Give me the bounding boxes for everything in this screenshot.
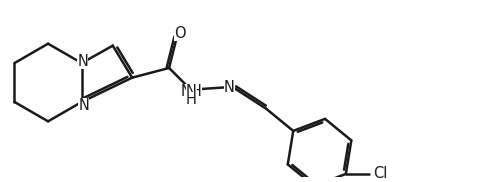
Text: N: N — [78, 98, 89, 113]
Text: Cl: Cl — [374, 166, 388, 181]
Text: N: N — [186, 84, 197, 99]
Text: N: N — [224, 80, 234, 95]
Text: N: N — [77, 54, 88, 69]
Text: H: H — [186, 92, 197, 108]
Text: NH: NH — [180, 84, 203, 99]
Text: O: O — [174, 25, 186, 41]
